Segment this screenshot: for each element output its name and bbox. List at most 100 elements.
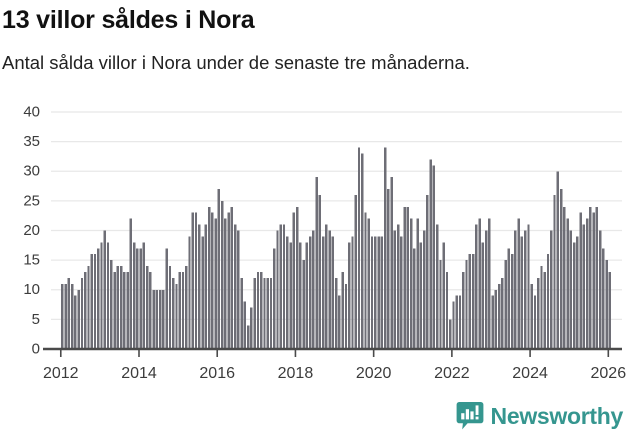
logo-wordmark: Newsworthy	[490, 402, 624, 429]
bar	[367, 218, 370, 349]
bar	[145, 266, 149, 349]
bar	[501, 277, 504, 349]
bar	[119, 266, 123, 349]
bar	[400, 236, 403, 349]
bar	[237, 230, 240, 349]
y-axis-labels: 0 5 10 15 20 25 30 35 40	[23, 103, 40, 357]
bar	[87, 266, 90, 349]
bar	[354, 194, 357, 349]
bar-chart-bubble-icon	[456, 402, 483, 430]
bar	[175, 283, 178, 349]
bar	[481, 242, 485, 349]
bar	[97, 248, 100, 349]
bar	[442, 242, 445, 349]
bar	[422, 230, 426, 349]
bar	[168, 266, 172, 349]
bar	[230, 206, 234, 349]
bar	[116, 266, 120, 349]
bar	[540, 266, 543, 349]
bar	[331, 236, 335, 349]
bar	[361, 153, 364, 349]
bar	[214, 218, 217, 349]
bar	[77, 289, 80, 349]
bar	[292, 212, 296, 349]
bar	[546, 254, 550, 349]
bar	[129, 218, 133, 349]
bar	[308, 236, 312, 349]
bar	[348, 242, 351, 349]
axis-group	[43, 347, 622, 357]
bar	[233, 224, 237, 349]
bar	[132, 242, 136, 349]
bar	[592, 212, 595, 349]
bar	[393, 230, 397, 349]
bar	[84, 271, 87, 349]
bar	[598, 230, 602, 349]
bar	[396, 224, 400, 349]
bar	[589, 206, 592, 349]
x-axis-tick-label: 2020	[356, 365, 392, 382]
bar	[409, 218, 413, 349]
bar	[475, 224, 478, 349]
bar	[458, 295, 462, 349]
bar	[484, 230, 488, 349]
bar	[188, 236, 191, 349]
bar	[357, 147, 361, 349]
bar	[256, 271, 260, 349]
bar	[198, 224, 201, 349]
bar	[576, 236, 579, 349]
bar	[374, 236, 377, 349]
bar	[553, 194, 556, 349]
bar	[172, 277, 175, 349]
bar	[302, 260, 305, 350]
bar	[572, 242, 576, 349]
chart-plot-area: 0 5 10 15 20 25 30 35 40 2012 2014 2016 2018 2020 202…	[0, 96, 631, 386]
bar	[149, 271, 152, 349]
bar	[514, 230, 517, 349]
bar	[152, 289, 155, 349]
bar	[207, 206, 211, 349]
bar	[299, 242, 302, 349]
bar	[478, 218, 481, 349]
bar	[602, 248, 605, 349]
bar	[406, 206, 410, 349]
bar	[510, 254, 514, 349]
bar	[436, 224, 439, 349]
bar	[253, 277, 256, 349]
bar	[439, 260, 442, 350]
bar	[452, 301, 455, 349]
y-axis-tick-label: 40	[23, 103, 40, 120]
bar	[312, 230, 315, 349]
bar	[429, 159, 432, 349]
bar	[286, 236, 289, 349]
bar	[507, 248, 511, 349]
bar	[471, 254, 475, 349]
bar	[100, 242, 103, 349]
bar	[556, 171, 559, 349]
bar	[543, 271, 546, 349]
bar	[579, 212, 582, 349]
bar	[165, 248, 168, 349]
x-axis-tick-label: 2012	[43, 365, 79, 382]
x-axis-tick-label: 2022	[434, 365, 470, 382]
bar	[276, 230, 279, 349]
bar	[387, 189, 390, 349]
bar	[220, 200, 224, 350]
bar	[445, 271, 449, 349]
bar	[491, 295, 494, 349]
bar	[178, 271, 181, 349]
bar	[370, 236, 374, 349]
bar	[217, 189, 221, 349]
bar	[517, 218, 520, 349]
bar	[246, 325, 250, 349]
bar	[158, 289, 162, 349]
bar	[488, 218, 491, 349]
bar	[162, 289, 165, 349]
bar	[426, 194, 429, 349]
bar	[533, 295, 537, 349]
bar	[139, 248, 142, 349]
bar	[530, 283, 533, 349]
newsworthy-logo[interactable]: Newsworthy	[456, 401, 623, 431]
bar	[289, 242, 292, 349]
